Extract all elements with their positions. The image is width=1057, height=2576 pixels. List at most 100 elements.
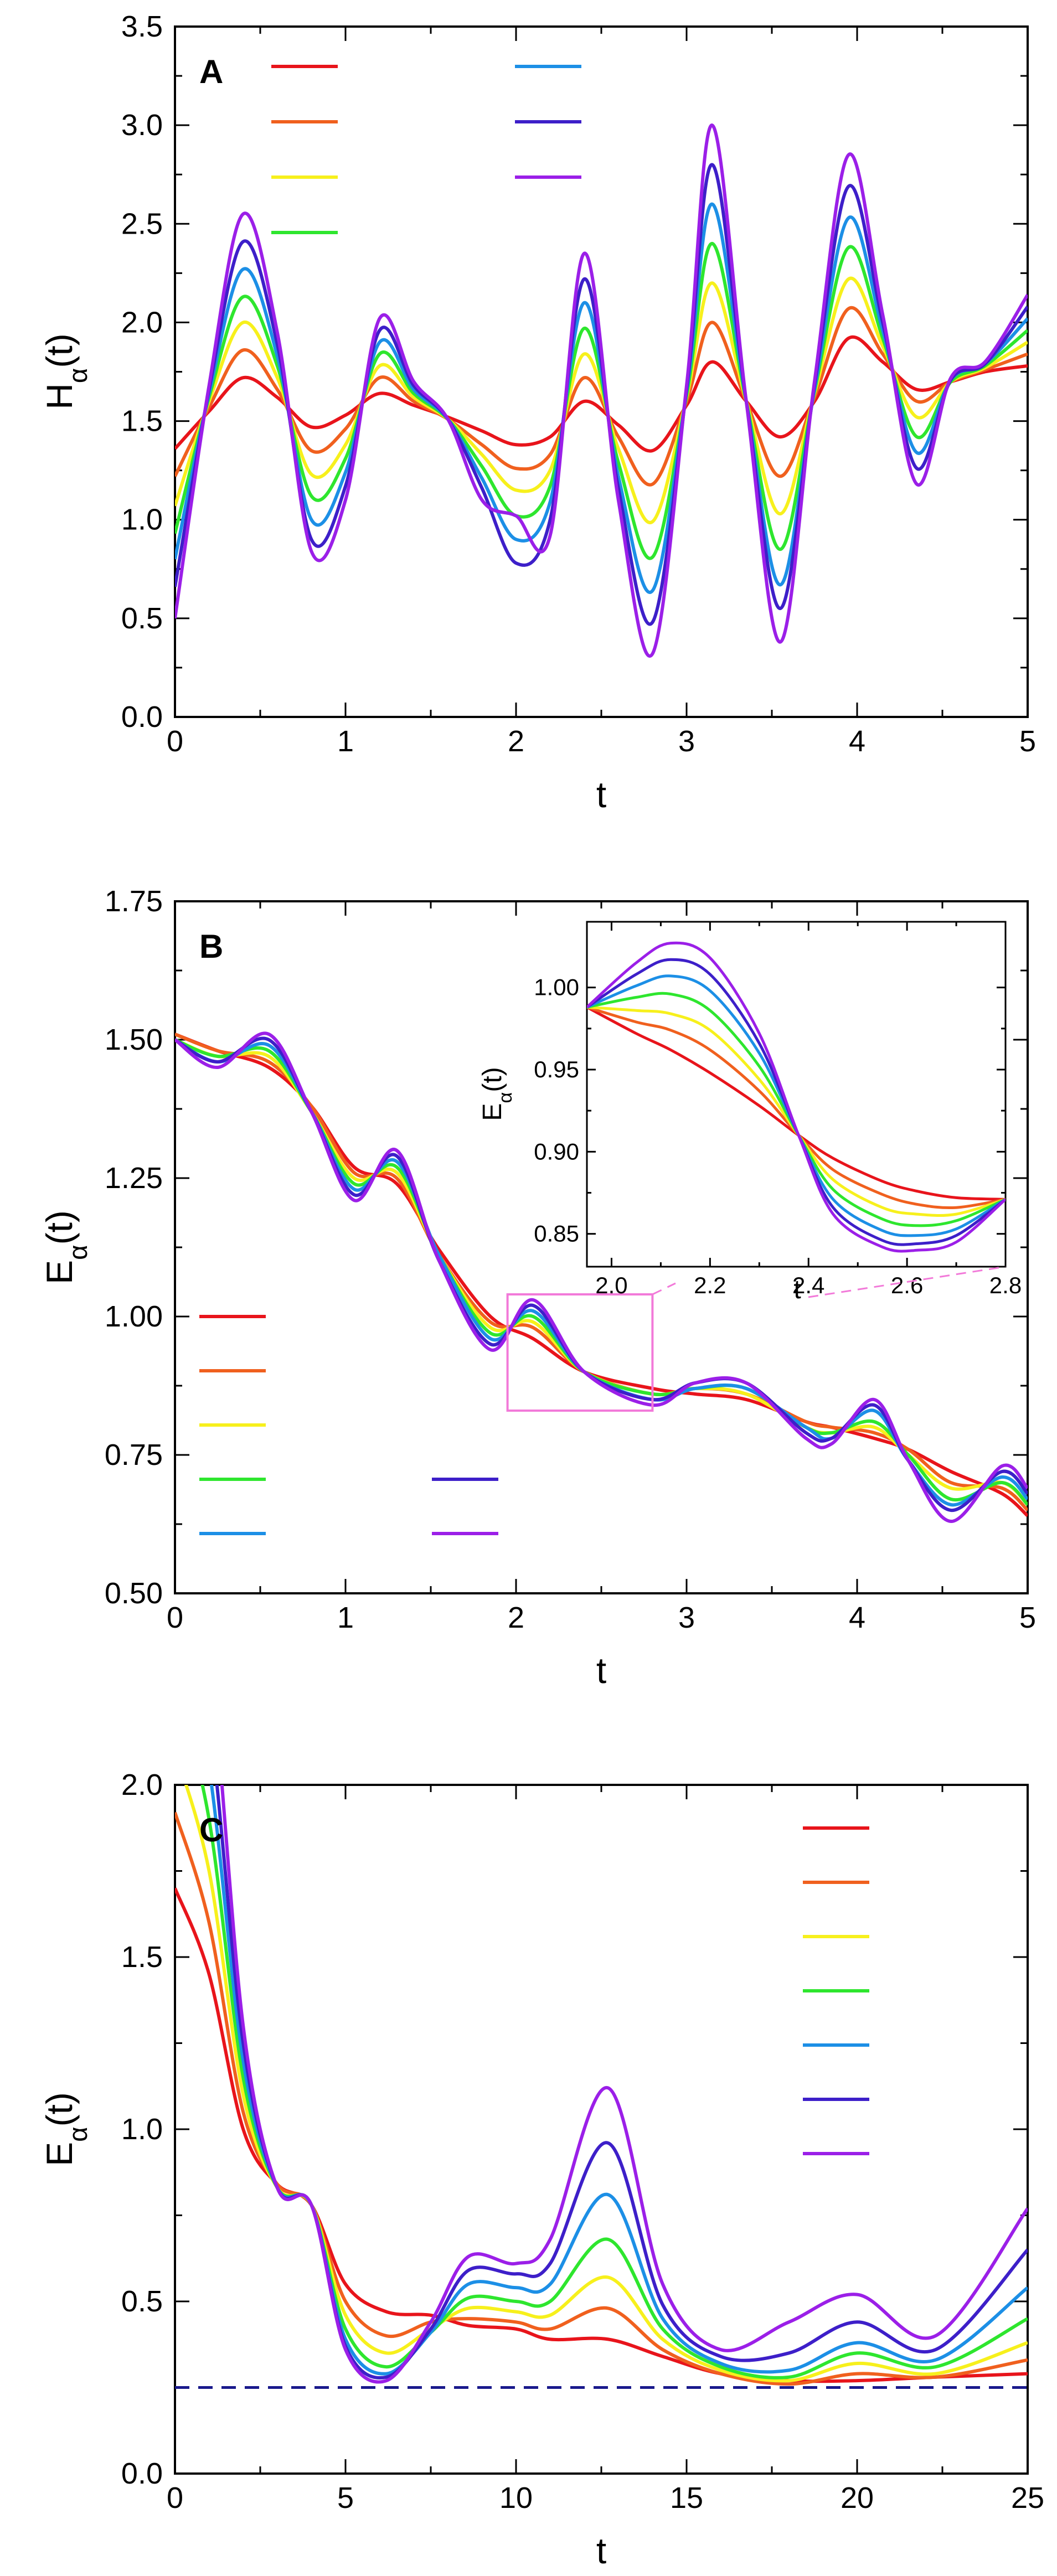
b-inset-plot-frame	[586, 921, 1007, 1268]
c-series-line-f0-2	[175, 1811, 1028, 2386]
a-y-axis-title-base: H	[39, 383, 80, 410]
a-y-axis-title-sub: α	[64, 368, 93, 383]
a-series-line-f0-6	[175, 163, 1028, 626]
c-x-tick-label: 20	[841, 2481, 874, 2515]
c-y-tick-label: 0.0	[121, 2457, 163, 2490]
c-x-tick-label: 0	[167, 2481, 183, 2515]
b-zoom-box	[506, 1293, 654, 1412]
b-y-axis-title: Eα(t)	[39, 1210, 93, 1284]
b-y-axis-title-base: E	[39, 1260, 80, 1284]
b-inset-y-title: Eα(t)	[478, 1067, 516, 1121]
b-x-tick-label: 1	[337, 1601, 354, 1634]
c-series-line-f0-7	[220, 1785, 1028, 2384]
a-series-line-f0-1	[175, 335, 1028, 453]
a-y-tick-label: 2.0	[121, 306, 163, 339]
a-series-group	[175, 123, 1028, 658]
a-series-line-f0-2	[175, 306, 1028, 487]
b-y-tick-label: 1.75	[105, 885, 163, 918]
b-panel-label: B	[199, 928, 223, 965]
b-x-tick-label: 0	[167, 1601, 183, 1634]
b-inset-y-tick-label: 0.95	[534, 1056, 579, 1082]
panel-b: 0 1 2 3 4 50.500.751.001.251.501.75BtEα(t)2.0…	[39, 885, 1036, 1691]
b-inset-y-title-base: E	[478, 1103, 507, 1121]
c-y-tick-label: 1.0	[121, 2113, 163, 2146]
a-legend	[271, 65, 581, 234]
b-y-tick-label: 1.25	[105, 1161, 163, 1195]
a-panel-label: A	[199, 53, 223, 90]
a-x-tick-label: 5	[1019, 725, 1036, 758]
b-inset-x-title: t	[793, 1275, 801, 1304]
b-inset-bg	[587, 922, 1006, 1267]
c-y-axis-title-rest: (t)	[39, 2092, 80, 2126]
c-panel-label: C	[199, 1811, 223, 1849]
b-x-tick-label: 4	[849, 1601, 865, 1634]
c-y-tick-label: 1.5	[121, 1940, 163, 1974]
a-y-tick-label: 1.0	[121, 503, 163, 536]
b-y-axis-title-rest: (t)	[39, 1210, 80, 1245]
a-y-tick-label: 3.0	[121, 109, 163, 142]
b-inset-series-group	[587, 941, 1006, 1253]
b-inset-x-tick-label: 2.6	[891, 1272, 923, 1298]
b-y-tick-label: 1.50	[105, 1023, 163, 1056]
c-legend	[803, 1826, 869, 2155]
b-y-tick-label: 0.75	[105, 1438, 163, 1472]
c-y-axis-title: Eα(t)	[39, 2092, 93, 2166]
a-series-line-f0-3	[175, 276, 1028, 524]
b-y-axis-title-sub: α	[64, 1245, 93, 1259]
b-legend	[199, 1315, 498, 1535]
c-series-group	[175, 1785, 1028, 2386]
b-inset-y-tick-label: 0.85	[534, 1221, 579, 1247]
b-series-group	[175, 1031, 1028, 1523]
a-x-tick-label: 0	[167, 725, 183, 758]
b-inset-series-line-f0-7	[587, 941, 1006, 1253]
c-series-line-f0-6	[215, 1785, 1028, 2380]
b-zoom-connector-right	[808, 1266, 1006, 1298]
a-y-tick-label: 1.5	[121, 405, 163, 438]
c-x-axis-title: t	[596, 2530, 606, 2571]
a-y-tick-label: 3.5	[121, 10, 163, 43]
a-y-tick-label: 0.0	[121, 700, 163, 734]
c-y-tick-label: 0.5	[121, 2285, 163, 2318]
b-series-line-f0-7	[175, 1031, 1028, 1523]
a-x-axis-title: t	[596, 774, 606, 815]
b-x-axis-title: t	[596, 1650, 606, 1691]
b-inset-y-tick-label: 1.00	[534, 974, 579, 1000]
b-x-tick-label: 5	[1019, 1601, 1036, 1634]
c-y-axis-title-base: E	[39, 2142, 80, 2166]
c-y-axis-title-sub: α	[64, 2126, 93, 2141]
b-inset-x-tick-label: 2.8	[989, 1272, 1022, 1298]
b-x-tick-label: 2	[508, 1601, 524, 1634]
a-series-line-f0-4	[175, 241, 1028, 560]
a-y-axis-title-rest: (t)	[39, 333, 80, 368]
a-y-tick-label: 2.5	[121, 207, 163, 240]
c-x-tick-label: 10	[499, 2481, 533, 2515]
c-x-tick-label: 25	[1011, 2481, 1044, 2515]
a-x-tick-label: 1	[337, 725, 354, 758]
c-y-tick-label: 2.0	[121, 1768, 163, 1801]
c-series-line-f0-3	[184, 1785, 1028, 2383]
a-y-axis-title: Hα(t)	[39, 333, 93, 409]
c-x-tick-label: 5	[337, 2481, 354, 2515]
a-x-tick-label: 4	[849, 725, 865, 758]
a-y-tick-label: 0.5	[121, 602, 163, 635]
panel-a: 0 1 2 3 4 5 0.0 0.5 1.0 1.5 2.0 2.5 3.0 3.5 At Hα(t)	[39, 10, 1036, 815]
a-x-tick-label: 2	[508, 725, 524, 758]
c-series-line-f0-4	[200, 1785, 1028, 2379]
b-inset-y-tick-label: 0.90	[534, 1138, 579, 1164]
b-inset-y-title-rest: (t)	[478, 1067, 507, 1092]
b-inset-x-tick-label: 2.4	[792, 1272, 824, 1298]
b-zoom-connector-left	[652, 1282, 676, 1295]
b-inset-x-tick-label: 2.0	[595, 1272, 627, 1298]
b-x-tick-label: 3	[678, 1601, 695, 1634]
a-x-tick-label: 3	[678, 725, 695, 758]
c-x-tick-label: 15	[670, 2481, 703, 2515]
b-inset-x-tick-label: 2.2	[694, 1272, 726, 1298]
c-series-line-f0-5	[209, 1785, 1028, 2376]
b-inset: 2.0 2.2 2.4 2.6 2.8 0.85 0.90 0.95 1.00 t Eα(t)	[478, 921, 1022, 1304]
b-y-tick-label: 1.00	[105, 1300, 163, 1333]
b-inset-y-title-sub: α	[495, 1092, 516, 1103]
a-series-line-f0-7	[175, 123, 1028, 658]
a-series-line-f0-5	[175, 202, 1028, 594]
